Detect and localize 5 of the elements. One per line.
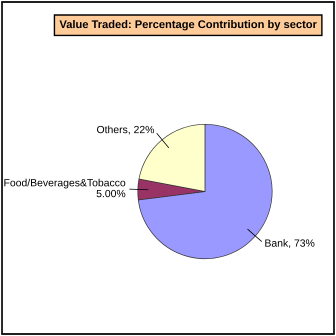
data-label: 5.00% [96,190,126,198]
slice-label: Others, 22% [97,126,154,134]
slice-label: Bank, 73% [265,239,314,248]
slice-label: Food/Beverages&Tobacco [4,178,126,188]
chart-title: Value Traded: Percentage Contribution by sector [60,20,317,30]
